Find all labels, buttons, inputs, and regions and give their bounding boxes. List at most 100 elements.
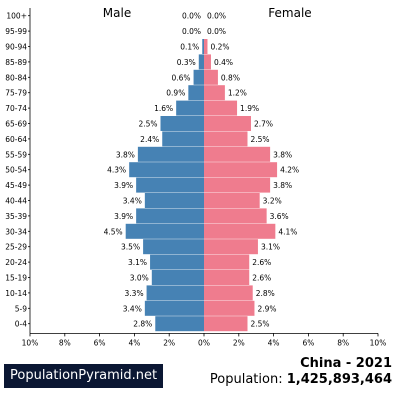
female-bar-20-24 — [204, 254, 250, 270]
female-value-label: 2.7% — [254, 120, 273, 129]
x-tick-label: 2% — [163, 338, 175, 347]
x-tick-label: 0% — [198, 338, 210, 347]
female-value-label: 0.2% — [210, 43, 229, 52]
age-group-label: 70-74 — [5, 104, 27, 113]
male-value-label: 0.0% — [182, 12, 201, 21]
age-group-label: 35-39 — [5, 212, 27, 221]
female-bar-55-59 — [204, 146, 271, 162]
female-bar-60-64 — [204, 131, 248, 147]
male-bar-25-29 — [143, 239, 204, 255]
female-bar-80-84 — [204, 69, 218, 85]
female-side-label: Female — [268, 6, 311, 20]
value-labels: 0.0% 0.0% 0.0% 0.0% 0.1% 0.2% 0.3% 0.4% 0.6% 0.8%… — [104, 12, 300, 329]
female-value-label: 2.6% — [252, 274, 271, 283]
x-tick-label: 6% — [302, 338, 314, 347]
male-bar-15-19 — [151, 270, 204, 285]
male-value-label: 3.3% — [125, 289, 144, 298]
age-group-label: 80-84 — [5, 73, 27, 82]
female-value-label: 1.2% — [228, 89, 247, 98]
male-value-label: 3.4% — [123, 304, 142, 313]
male-bar-20-24 — [150, 254, 204, 270]
male-bar-60-64 — [162, 131, 204, 147]
male-value-label: 3.0% — [130, 274, 149, 283]
age-group-label: 0-4 — [15, 320, 27, 329]
male-value-label: 1.6% — [154, 104, 173, 113]
female-value-label: 4.2% — [280, 166, 299, 175]
female-value-label: 2.5% — [251, 320, 270, 329]
age-group-label: 45-49 — [5, 181, 27, 190]
male-value-label: 0.3% — [177, 58, 196, 67]
male-bar-45-49 — [136, 177, 204, 193]
x-tick-label: 10% — [370, 338, 387, 347]
female-bar-70-74 — [204, 100, 238, 116]
age-group-label: 20-24 — [5, 258, 27, 267]
age-group-labels: 100+ 95-99 90-94 85-89 80-84 75-79 70-74 65-69 6… — [5, 12, 27, 329]
male-bar-75-79 — [188, 85, 204, 101]
male-bar-80-84 — [193, 69, 204, 85]
x-tick-label: 8% — [337, 338, 349, 347]
male-bar-85-89 — [198, 54, 204, 70]
male-bar-10-14 — [146, 285, 204, 301]
female-bar-75-79 — [204, 85, 225, 101]
female-value-label: 2.5% — [251, 135, 270, 144]
axes — [28, 8, 379, 337]
female-value-label: 3.2% — [263, 197, 282, 206]
male-value-label: 4.5% — [104, 227, 123, 236]
male-bar-5-9 — [144, 300, 204, 316]
female-value-label: 3.8% — [273, 181, 292, 190]
age-group-label: 15-19 — [5, 274, 27, 283]
female-bar-65-69 — [204, 116, 251, 131]
age-group-label: 75-79 — [5, 89, 27, 98]
male-bars — [125, 39, 204, 332]
age-group-label: 95-99 — [5, 27, 27, 36]
male-side-label: Male — [103, 6, 131, 20]
female-value-label: 3.8% — [273, 150, 292, 159]
female-value-label: 0.0% — [207, 12, 226, 21]
age-group-label: 25-29 — [5, 243, 27, 252]
age-group-label: 100+ — [6, 12, 27, 21]
female-bar-50-54 — [204, 162, 278, 178]
male-bar-40-44 — [144, 193, 204, 208]
age-group-label: 40-44 — [5, 197, 27, 206]
male-value-label: 0.6% — [171, 73, 190, 82]
age-group-label: 65-69 — [5, 120, 27, 129]
female-bar-5-9 — [204, 300, 255, 316]
age-group-label: 90-94 — [5, 43, 27, 52]
female-value-label: 2.6% — [252, 258, 271, 267]
female-value-label: 3.6% — [270, 212, 289, 221]
female-value-label: 0.4% — [214, 58, 233, 67]
female-value-label: 4.1% — [278, 227, 297, 236]
male-bar-35-39 — [136, 208, 204, 224]
female-value-label: 3.1% — [261, 243, 280, 252]
population-value: 1,425,893,464 — [286, 372, 392, 387]
female-value-label: 0.8% — [221, 73, 240, 82]
male-value-label: 3.4% — [123, 197, 142, 206]
x-tick-label: 8% — [59, 338, 71, 347]
female-value-label: 1.9% — [240, 104, 259, 113]
population-text: Population: 1,425,893,464 — [210, 372, 392, 387]
female-bar-10-14 — [204, 285, 253, 301]
age-group-label: 55-59 — [5, 150, 27, 159]
age-group-label: 50-54 — [5, 166, 27, 175]
male-value-label: 3.8% — [116, 150, 135, 159]
male-value-label: 0.0% — [182, 27, 201, 36]
male-value-label: 3.9% — [114, 212, 133, 221]
male-value-label: 2.4% — [140, 135, 159, 144]
age-group-label: 5-9 — [15, 304, 27, 313]
male-bar-65-69 — [160, 116, 204, 131]
chart-title: China - 2021 — [300, 356, 392, 371]
female-bar-40-44 — [204, 193, 260, 208]
brand-badge[interactable]: PopulationPyramid.net — [4, 364, 164, 388]
male-bar-90-94 — [202, 39, 204, 54]
male-value-label: 3.5% — [121, 243, 140, 252]
age-group-label: 60-64 — [5, 135, 27, 144]
male-bar-50-54 — [129, 162, 204, 178]
female-value-label: 0.0% — [207, 27, 226, 36]
female-bar-0-4 — [204, 316, 248, 332]
male-bar-55-59 — [137, 146, 204, 162]
male-value-label: 2.8% — [133, 320, 152, 329]
population-label: Population: — [209, 372, 287, 387]
male-value-label: 0.9% — [166, 89, 185, 98]
male-bar-30-34 — [125, 223, 204, 239]
